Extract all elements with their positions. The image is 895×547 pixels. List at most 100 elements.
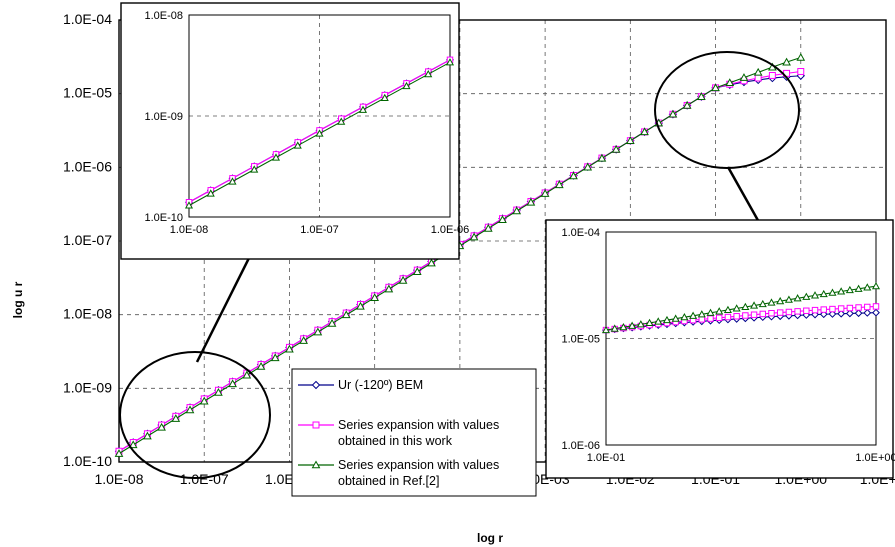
x-tick-label: 1.0E-08: [170, 224, 209, 236]
data-point: [569, 171, 578, 180]
y-tick-label: 1.0E-04: [63, 11, 112, 27]
data-point: [625, 136, 635, 144]
data-point: [242, 370, 252, 379]
legend-entry: Ur (-120º) BEM: [298, 378, 423, 392]
data-point: [750, 311, 758, 318]
data-point: [723, 305, 732, 313]
data-point: [184, 201, 194, 209]
data-point: [819, 289, 828, 298]
data-point: [845, 309, 854, 318]
legend-label: Series expansion with values obtained in …: [338, 458, 499, 488]
data-point: [828, 310, 837, 318]
data-point: [742, 312, 749, 319]
data-point: [698, 316, 706, 323]
data-point: [732, 304, 741, 312]
data-point: [754, 74, 762, 82]
data-point: [250, 165, 259, 173]
data-point: [424, 69, 433, 78]
y-tick-label: 1.0E-07: [63, 232, 112, 248]
data-point: [785, 308, 793, 316]
y-axis-title-text: log u r: [11, 281, 25, 318]
zoom-circle-right: [654, 51, 800, 169]
y-tick-label: 1.0E-06: [63, 158, 112, 174]
x-tick-label: 1.0E+00: [855, 452, 895, 464]
inset-left: 1.0E-08 1.0E-07 1.0E-06 1.0E-101.0E-091.0E…: [120, 2, 470, 260]
inset-left-grid: [189, 15, 450, 217]
legend-label: Series expansion with values obtained in …: [338, 418, 499, 448]
legend: Ur (-120º) BEM Series expansion with valu…: [291, 368, 537, 497]
inset-left-x-tick-labels: 1.0E-08 1.0E-07 1.0E-06: [170, 224, 470, 236]
x-axis-title: log r: [477, 531, 503, 545]
data-point: [689, 311, 698, 319]
data-point: [707, 315, 714, 322]
data-point: [793, 294, 802, 302]
y-tick-label: 1.0E-10: [144, 212, 183, 224]
y-tick-label: 1.0E-09: [63, 379, 112, 395]
x-tick-label: 1.0E-08: [94, 471, 143, 487]
data-point: [716, 314, 723, 322]
data-point: [759, 310, 766, 318]
y-tick-label: 1.0E-09: [144, 111, 183, 123]
legend-entry: Series expansion with values obtained in …: [298, 418, 499, 448]
data-point: [601, 325, 611, 334]
data-point: [228, 379, 237, 388]
x-tick-label: 1.0E-07: [300, 224, 339, 236]
zoom-circle-left: [119, 351, 271, 479]
data-point: [810, 291, 820, 299]
data-point: [384, 284, 394, 293]
data-point: [293, 141, 302, 149]
data-point: [402, 81, 411, 90]
data-point: [619, 322, 628, 331]
data-point: [285, 344, 294, 353]
data-point: [782, 57, 791, 66]
data-point: [128, 440, 138, 449]
data-point: [114, 449, 124, 457]
data-point: [327, 318, 337, 327]
data-point: [758, 299, 767, 308]
legend-marker: [312, 421, 320, 429]
data-point: [358, 105, 368, 113]
data-point: [872, 308, 880, 317]
data-point: [171, 414, 181, 422]
inset-left-series: [184, 55, 455, 209]
data-point: [526, 197, 536, 206]
data-point: [829, 305, 836, 313]
data-point: [845, 285, 854, 294]
legend-entries: Ur (-120º) BEM Series expansion with valu…: [298, 378, 499, 488]
data-point: [863, 308, 872, 317]
data-point: [863, 283, 872, 291]
data-point: [741, 302, 750, 311]
data-point: [697, 92, 706, 100]
data-point: [784, 295, 793, 303]
data-point: [214, 387, 223, 396]
data-point: [370, 293, 380, 301]
data-point: [680, 313, 689, 321]
y-axis-title: log u r: [11, 281, 25, 318]
data-point: [724, 313, 732, 321]
data-point: [341, 310, 351, 319]
data-point: [767, 298, 776, 306]
data-point: [855, 304, 862, 311]
inset-right-plot-area: [605, 231, 877, 446]
inset-left-frame: [120, 2, 460, 260]
data-point: [628, 321, 637, 329]
legend-marker: [311, 460, 321, 469]
data-point: [797, 68, 805, 75]
y-tick-label: 1.0E-04: [561, 227, 600, 239]
data-point: [270, 353, 280, 362]
data-point: [583, 162, 593, 171]
data-point: [271, 153, 281, 161]
data-point: [776, 309, 784, 316]
data-point: [356, 301, 365, 310]
data-point: [337, 117, 346, 125]
data-point: [498, 215, 507, 224]
data-point: [854, 284, 863, 292]
data-point: [469, 232, 479, 241]
data-point: [802, 292, 811, 300]
data-point: [706, 308, 715, 316]
data-point: [662, 315, 672, 324]
data-point: [412, 267, 422, 276]
series-triangle: [601, 281, 881, 334]
data-point: [854, 309, 863, 318]
